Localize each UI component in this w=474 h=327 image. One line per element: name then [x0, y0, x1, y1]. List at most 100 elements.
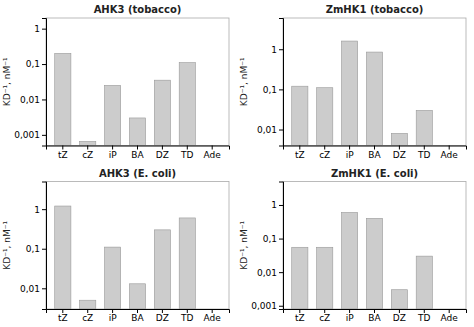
- tick-label: 0,1: [26, 59, 40, 69]
- bar: [292, 247, 308, 309]
- tick-label: TD: [417, 150, 430, 160]
- tick-mark: [42, 209, 46, 210]
- tick-label: 0,001: [251, 301, 277, 311]
- bar: [129, 284, 145, 309]
- tick: 0,01: [257, 268, 283, 278]
- tick: iP: [346, 309, 355, 323]
- axis-line: [279, 19, 284, 147]
- tick: TD: [180, 309, 193, 323]
- bar: [366, 218, 382, 309]
- bar: [105, 247, 121, 309]
- tick-label: 1: [271, 45, 277, 55]
- tick-label: tZ: [58, 150, 68, 160]
- tick-mark: [279, 306, 283, 307]
- bar: [317, 247, 333, 309]
- panel: 0,0010,010,11tZcZiPBADZTDAdeZmHK1 (E. co…: [239, 168, 467, 324]
- plot-area: [55, 53, 196, 145]
- tick: TD: [417, 309, 430, 323]
- tick: tZ: [58, 309, 68, 323]
- tick-label: TD: [180, 313, 193, 323]
- tick-label: TD: [180, 150, 193, 160]
- title: ZmHK1 (E. coli): [331, 168, 418, 179]
- bar: [342, 212, 358, 309]
- tick-label: cZ: [319, 150, 330, 160]
- tick: 0,1: [263, 85, 283, 95]
- plot-frame: [283, 18, 466, 146]
- x-axis: tZ cZ iP BA DZ TD Ade: [47, 309, 230, 323]
- tick: iP: [109, 146, 118, 160]
- tick-label: Ade: [204, 313, 222, 323]
- y-axis: 0,0010,010,11: [251, 182, 283, 311]
- tick-mark: [42, 288, 46, 289]
- panel: 0,0010,010,11tZcZiPBADZTDAdeAHK3 (tobacc…: [2, 4, 230, 160]
- tick: Ade: [441, 146, 459, 160]
- tick-label: 0,01: [20, 284, 40, 294]
- bar: [154, 230, 170, 309]
- figure: 0,0010,010,11tZcZiPBADZTDAdeAHK3 (tobacc…: [0, 0, 474, 327]
- tick-mark: [42, 64, 46, 65]
- tick-label: cZ: [82, 313, 93, 323]
- plot-frame: [283, 182, 466, 310]
- tick-label: 0,001: [14, 130, 40, 140]
- tick: TD: [180, 146, 193, 160]
- tick-label: cZ: [319, 313, 330, 323]
- tick-label: 0,01: [257, 125, 277, 135]
- tick-label: iP: [346, 313, 355, 323]
- tick: 1: [271, 200, 283, 210]
- panel: 0,010,11tZcZiPBADZTDAdeZmHK1 (tobacco)KD…: [239, 4, 467, 160]
- y-axis: 0,01 0,1 1: [20, 182, 47, 310]
- tick-label: TD: [417, 313, 430, 323]
- plot-area: [292, 41, 433, 145]
- tick: 0,1: [26, 244, 46, 254]
- tick-label: BA: [131, 150, 144, 160]
- tick: DZ: [393, 146, 406, 160]
- x-axis: tZcZiPBADZTDAde: [47, 146, 230, 160]
- tick-label: tZ: [58, 313, 68, 323]
- panel: 0,010,11tZcZiPBADZTDAdeAHK3 (E. coli)KD⁻…: [2, 168, 230, 324]
- tick: iP: [346, 146, 355, 160]
- bar: [416, 110, 432, 145]
- tick-label: iP: [109, 313, 118, 323]
- tick-mark: [279, 89, 283, 90]
- axis-line: [42, 182, 47, 310]
- bar: [80, 141, 96, 145]
- tick: Ade: [204, 309, 222, 323]
- bar: [342, 41, 358, 145]
- bar: [292, 86, 308, 145]
- tick-label: DZ: [393, 313, 406, 323]
- x-axis: tZ cZ iP BA DZ TD Ade: [284, 146, 467, 160]
- tick: BA: [131, 146, 144, 160]
- tick: tZ: [295, 309, 305, 323]
- tick: cZ: [82, 309, 93, 323]
- tick: 0,01: [20, 95, 46, 105]
- title: ZmHK1 (tobacco): [326, 4, 424, 15]
- tick-mark: [42, 99, 46, 100]
- tick-label: 0,01: [257, 268, 277, 278]
- tick: cZ: [82, 146, 93, 160]
- y-axis: 0,01 0,1 1: [257, 19, 284, 147]
- tick-label: Ade: [441, 150, 459, 160]
- tick: 1: [34, 24, 46, 34]
- bar: [391, 133, 407, 145]
- tick-mark: [42, 29, 46, 30]
- bar: [154, 80, 170, 145]
- tick-label: DZ: [156, 313, 169, 323]
- tick-label: BA: [368, 150, 381, 160]
- tick: BA: [131, 309, 144, 323]
- tick-label: tZ: [295, 150, 305, 160]
- tick: DZ: [156, 309, 169, 323]
- tick: iP: [109, 309, 118, 323]
- tick-label: 1: [34, 205, 40, 215]
- bar: [129, 118, 145, 146]
- tick-mark: [279, 130, 283, 131]
- tick: 1: [34, 205, 46, 215]
- plot-frame: [46, 18, 229, 146]
- tick-label: 0,1: [263, 85, 277, 95]
- tick: 1: [271, 45, 283, 55]
- tick-mark: [279, 205, 283, 206]
- tick: 0,1: [26, 59, 46, 69]
- y-axis-title: KD⁻¹, nM⁻¹: [2, 57, 12, 106]
- tick: 0,01: [20, 284, 46, 294]
- tick-mark: [279, 272, 283, 273]
- tick: DZ: [156, 146, 169, 160]
